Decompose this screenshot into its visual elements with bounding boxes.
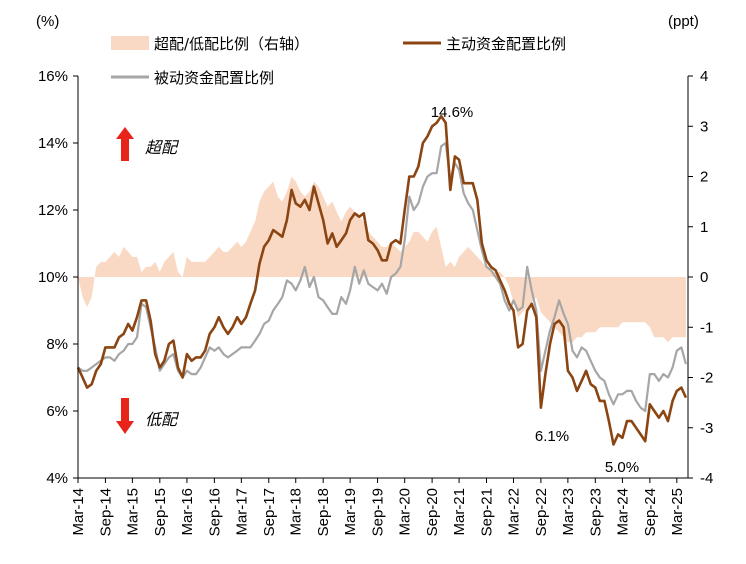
right-tick-label: -4 bbox=[700, 470, 713, 487]
underweight-label: 低配 bbox=[145, 410, 180, 429]
peak-data-label: 14.6% bbox=[431, 104, 474, 121]
left-tick-label: 14% bbox=[38, 135, 68, 152]
legend-label-passive: 被动资金配置比例 bbox=[154, 69, 274, 87]
series-line-layer bbox=[76, 114, 688, 446]
x-tick-label: Sep-14 bbox=[97, 488, 114, 536]
legend-label-area: 超配/低配比例（右轴） bbox=[154, 35, 309, 53]
x-tick-label: Sep-19 bbox=[370, 488, 387, 536]
up-arrow-icon bbox=[116, 127, 134, 161]
x-tick-label: Mar-24 bbox=[614, 488, 631, 536]
x-tick-label: Mar-17 bbox=[233, 488, 250, 536]
x-tick-label: Sep-16 bbox=[206, 488, 223, 536]
x-tick-label: Mar-18 bbox=[288, 488, 305, 536]
x-tick-label: Mar-25 bbox=[669, 488, 686, 536]
x-tick-label: Sep-23 bbox=[587, 488, 604, 536]
x-tick-label: Mar-15 bbox=[124, 488, 141, 536]
low-2022-data-label: 6.1% bbox=[535, 428, 569, 445]
x-tick-label: Sep-21 bbox=[479, 488, 496, 536]
right-tick-label: 0 bbox=[700, 269, 708, 286]
x-tick-label: Mar-22 bbox=[505, 488, 522, 536]
right-tick-label: 1 bbox=[700, 219, 708, 236]
x-tick-label: Sep-20 bbox=[424, 488, 441, 536]
right-tick-label: -2 bbox=[700, 370, 713, 387]
right-axis-unit: (ppt) bbox=[668, 13, 699, 30]
legend-label-active: 主动资金配置比例 bbox=[446, 35, 566, 53]
x-tick-label: Sep-18 bbox=[315, 488, 332, 536]
x-tick-label: Mar-19 bbox=[342, 488, 359, 536]
x-tick-label: Mar-23 bbox=[560, 488, 577, 536]
left-tick-label: 16% bbox=[38, 68, 68, 85]
x-tick-label: Sep-15 bbox=[152, 488, 169, 536]
right-tick-label: -1 bbox=[700, 319, 713, 336]
active-allocation-line bbox=[76, 114, 688, 446]
legend-swatch-area bbox=[111, 36, 149, 50]
overweight-label: 超配 bbox=[145, 138, 180, 157]
left-tick-label: 6% bbox=[46, 403, 68, 420]
left-axis-unit: (%) bbox=[36, 13, 59, 30]
x-tick-label: Mar-16 bbox=[179, 488, 196, 536]
right-tick-label: 4 bbox=[700, 68, 708, 85]
x-tick-label: Sep-24 bbox=[642, 488, 659, 536]
x-tick-label: Sep-22 bbox=[533, 488, 550, 536]
x-tick-label: Sep-17 bbox=[261, 488, 278, 536]
left-tick-label: 10% bbox=[38, 269, 68, 286]
x-tick-label: Mar-21 bbox=[451, 488, 468, 536]
down-arrow-icon bbox=[116, 398, 134, 434]
right-tick-label: -3 bbox=[700, 420, 713, 437]
axis-layer: 4% 6% 8% 10% 12% 14% 16% -4 -3 -2 -1 0 1 2 3 4 (%) (ppt) M… bbox=[36, 13, 713, 536]
low-2024-data-label: 5.0% bbox=[605, 459, 639, 476]
left-tick-label: 4% bbox=[46, 470, 68, 487]
left-tick-label: 12% bbox=[38, 202, 68, 219]
left-tick-label: 8% bbox=[46, 336, 68, 353]
x-tick-label: Mar-14 bbox=[70, 488, 87, 536]
right-tick-label: 2 bbox=[700, 169, 708, 186]
right-tick-label: 3 bbox=[700, 118, 708, 135]
x-tick-label: Mar-20 bbox=[397, 488, 414, 536]
